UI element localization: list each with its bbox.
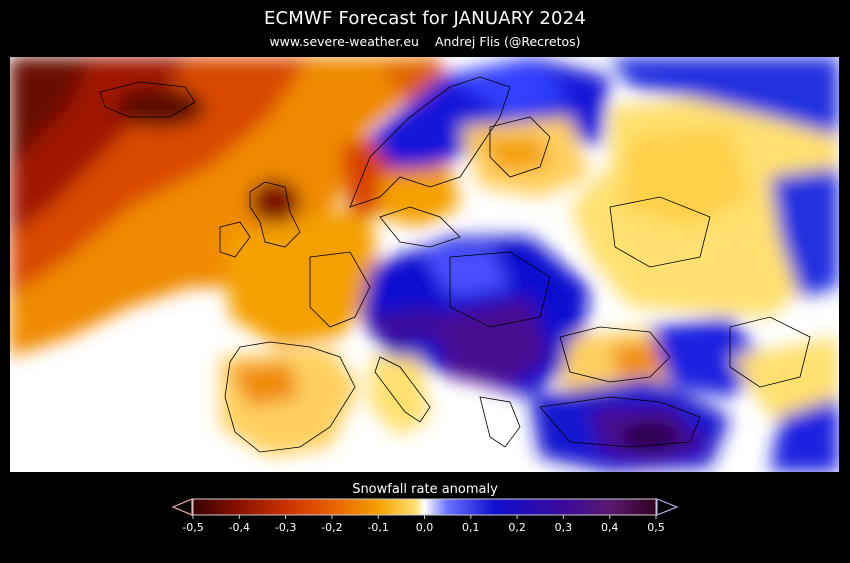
colorbar: -0,5 -0,4 -0,3 -0,2 -0,1 0,0 0,1 0,2 0,3 0,4 0,5 [171,498,679,534]
colorbar-tick-label: -0,2 [321,521,342,534]
colorbar-max-arrow-icon [656,498,679,516]
colorbar-ticks: -0,5 -0,4 -0,3 -0,2 -0,1 0,0 0,1 0,2 0,3 0,4 0,5 [182,515,665,534]
colorbar-tick-label: 0,3 [555,521,573,534]
map-credits: www.severe-weather.eu Andrej Flis (@Recr… [0,34,850,49]
anomaly-field [10,57,839,472]
coastlines [99,76,811,453]
website-credit: www.severe-weather.eu [269,34,419,49]
colorbar-tick-label: 0,2 [508,521,525,534]
colorbar-tick-label: -0,1 [367,521,388,534]
snowfall-anomaly-map [10,57,839,472]
colorbar-tick-label: -0,4 [229,521,250,534]
colorbar-min-arrow-icon [171,498,193,516]
map-title: ECMWF Forecast for JANUARY 2024 [263,8,587,29]
colorbar-tick-label: 0,4 [601,521,619,534]
colorbar-tick-label: 0,1 [462,521,480,534]
colorbar-tick-label: -0,5 [182,521,203,534]
colorbar-tick-label: 0,5 [647,521,665,534]
anomaly-shading [10,57,839,472]
colorbar-gradient [192,498,657,516]
colorbar-tick-label: -0,3 [275,521,296,534]
legend-title: Snowfall rate anomaly [352,482,498,497]
author-credit: Andrej Flis (@Recretos) [434,34,581,49]
colorbar-tick-label: 0,0 [416,521,434,534]
